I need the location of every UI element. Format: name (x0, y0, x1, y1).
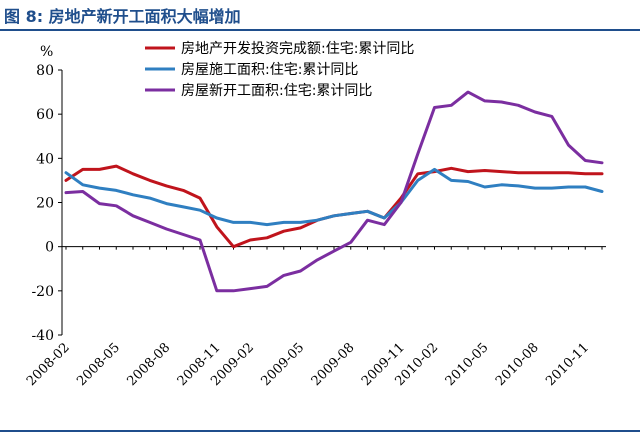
x-tick-label: 2008-08 (125, 340, 174, 389)
y-tick-label: 60 (36, 107, 54, 123)
title-rule (0, 29, 640, 31)
y-tick-label: -20 (31, 284, 54, 300)
y-tick-label: 40 (36, 151, 54, 167)
y-tick-label: -40 (31, 328, 54, 344)
y-tick-label: 20 (36, 196, 54, 212)
legend-label-3: 房屋新开工面积:住宅:累计同比 (181, 83, 372, 99)
x-tick-label: 2010-11 (543, 340, 592, 389)
figure-title: 图 8: 房地产新开工面积大幅增加 (4, 7, 241, 26)
y-axis-unit: % (40, 44, 53, 60)
x-tick-label: 2010-05 (443, 340, 492, 389)
x-tick-label: 2008-05 (74, 340, 123, 389)
series-line-2 (64, 167, 604, 227)
figure-title-bar: 图 8: 房地产新开工面积大幅增加 (0, 0, 640, 31)
x-tick-label: 2009-05 (259, 340, 308, 389)
x-tick-label: 2010-08 (493, 340, 542, 389)
bottom-rule (0, 430, 640, 432)
x-tick-label: 2009-08 (309, 340, 358, 389)
series-line-3 (64, 90, 604, 293)
y-tick-label: 80 (36, 63, 54, 79)
series-line-1 (64, 164, 604, 249)
x-tick-label: 2008-02 (24, 340, 73, 389)
chart-legend: 房地产开发投资完成额:住宅:累计同比房屋施工面积:住宅:累计同比房屋新开工面积:… (145, 41, 414, 99)
chart-axes (61, 70, 606, 335)
y-tick-label: 0 (45, 240, 54, 256)
legend-label-1: 房地产开发投资完成额:住宅:累计同比 (181, 41, 414, 57)
chart-series (64, 90, 604, 293)
legend-label-2: 房屋施工面积:住宅:累计同比 (181, 62, 358, 78)
